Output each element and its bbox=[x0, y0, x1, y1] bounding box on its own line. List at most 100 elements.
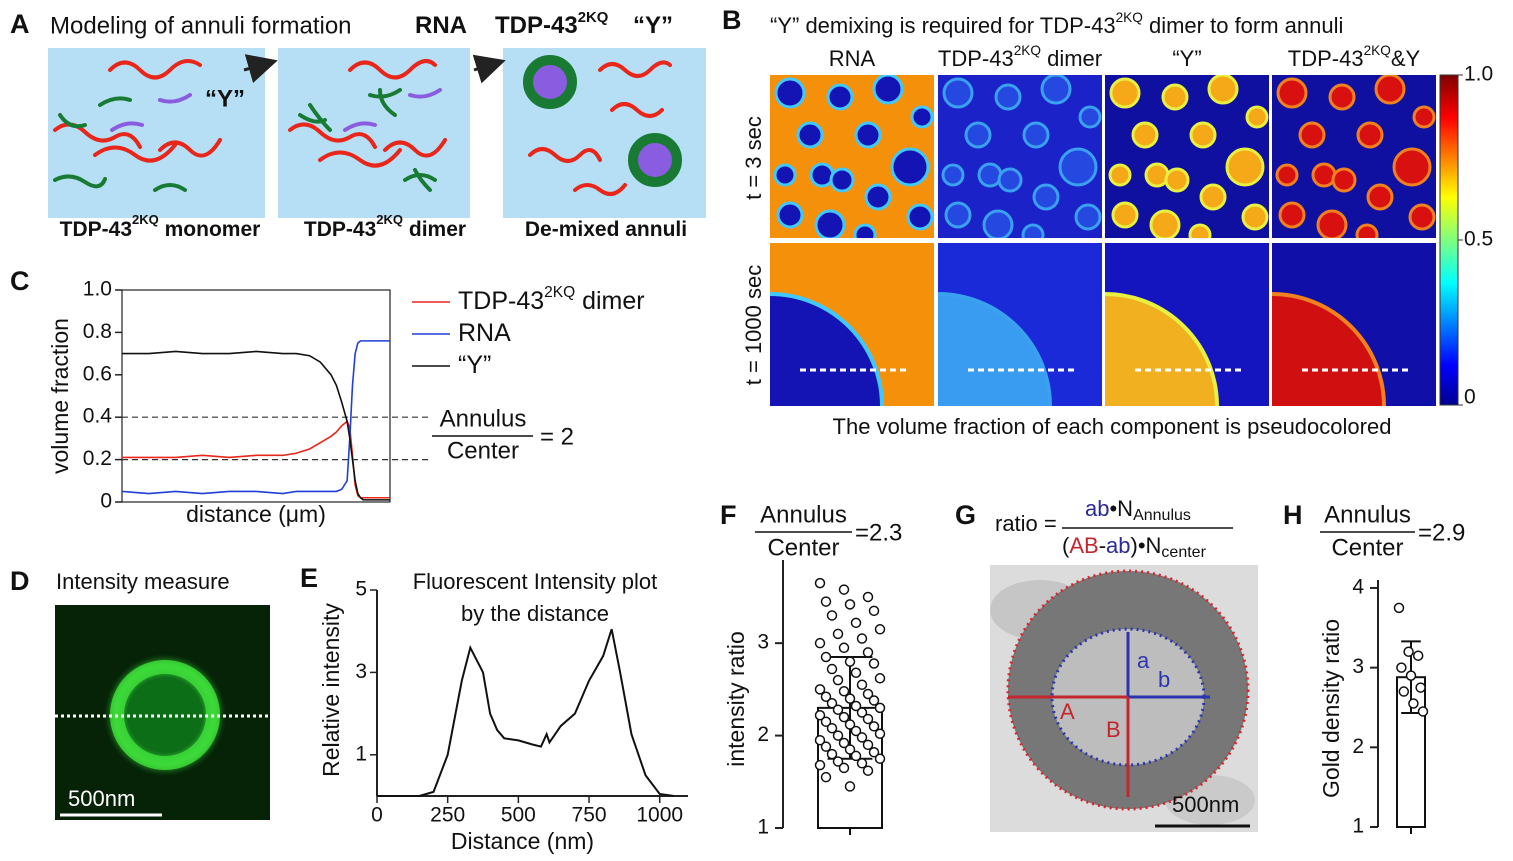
panel-letter: E bbox=[300, 563, 318, 593]
droplet bbox=[1272, 292, 1386, 406]
y-tick-label: 0 bbox=[100, 490, 112, 513]
text-part: dimer to form annuli bbox=[1143, 13, 1344, 38]
formula-part: •N bbox=[1109, 496, 1133, 521]
annotation-numerator: Annulus bbox=[760, 501, 847, 528]
data-point bbox=[820, 741, 832, 752]
text-part: TDP-43 bbox=[304, 218, 376, 241]
data-point bbox=[1396, 662, 1407, 673]
box bbox=[48, 48, 265, 218]
data-point bbox=[826, 663, 838, 675]
column-header: “Y” bbox=[1172, 46, 1201, 71]
y-tick-label: 3 bbox=[355, 660, 367, 683]
formula-part: AB bbox=[1069, 533, 1098, 558]
colorbar-label: 1.0 bbox=[1464, 63, 1493, 86]
colorbar-label: 0.5 bbox=[1464, 228, 1493, 251]
data-point bbox=[1405, 670, 1417, 681]
droplet bbox=[814, 209, 846, 238]
plot-frame bbox=[121, 289, 391, 503]
text-part: RNA bbox=[829, 46, 876, 71]
panel-letter: B bbox=[722, 5, 742, 35]
row-label: t = 3 sec bbox=[741, 116, 766, 200]
panel-letter: F bbox=[720, 500, 737, 530]
y-tick-label: 3 bbox=[757, 631, 769, 654]
y-tick-label: 4 bbox=[1352, 576, 1364, 599]
droplet bbox=[1366, 183, 1394, 211]
label-b: b bbox=[1158, 667, 1170, 692]
x-axis-label: Distance (nm) bbox=[451, 828, 594, 854]
y-axis-label: volume fraction bbox=[47, 318, 73, 474]
panel-letter: C bbox=[10, 266, 30, 296]
data-point bbox=[856, 732, 868, 743]
data-point bbox=[844, 599, 856, 610]
droplet bbox=[872, 75, 904, 105]
data-point bbox=[820, 596, 832, 607]
data-point bbox=[844, 744, 856, 755]
data-point bbox=[868, 746, 880, 758]
text-part: RNA bbox=[458, 319, 511, 347]
text-part: “Y” demixing is required for TDP-43 bbox=[770, 13, 1116, 38]
annotation-denominator: Center bbox=[1331, 534, 1403, 561]
data-point bbox=[820, 651, 832, 663]
data-point bbox=[874, 673, 886, 684]
droplet bbox=[1331, 167, 1357, 193]
colorbar bbox=[1439, 74, 1459, 406]
data-point bbox=[862, 591, 874, 603]
droplet bbox=[1144, 162, 1170, 188]
droplet bbox=[1298, 121, 1326, 149]
data-point bbox=[838, 737, 850, 749]
y-axis-label: Gold density ratio bbox=[1318, 619, 1344, 798]
data-point bbox=[850, 725, 862, 737]
text-part: dimer bbox=[1041, 46, 1102, 71]
data-point bbox=[874, 702, 886, 714]
stage-label: TDP-432KQ monomer bbox=[60, 212, 261, 240]
superscript: 2KQ bbox=[1014, 43, 1041, 58]
data-point bbox=[1408, 698, 1419, 709]
text-part: RNA bbox=[415, 12, 467, 39]
y-tick-label: 0.6 bbox=[83, 362, 112, 385]
droplet bbox=[1241, 203, 1269, 231]
data-point bbox=[832, 628, 844, 640]
droplet bbox=[910, 105, 934, 129]
text-part: TDP-43 bbox=[495, 12, 578, 39]
text-part: &Y bbox=[1391, 46, 1421, 71]
droplet bbox=[906, 203, 934, 231]
scale-label: 500nm bbox=[68, 786, 135, 811]
data-point bbox=[1415, 682, 1426, 693]
data-point bbox=[1417, 706, 1429, 717]
data-point bbox=[832, 756, 844, 767]
droplet bbox=[1131, 121, 1159, 149]
colorbar-label: 0 bbox=[1464, 386, 1476, 409]
formula-part: )•N bbox=[1131, 533, 1162, 558]
panel-title: Modeling of annuli formation bbox=[50, 12, 352, 39]
column-header: TDP-432KQ dimer bbox=[938, 43, 1102, 71]
data-point bbox=[838, 584, 850, 595]
sim-image bbox=[1105, 243, 1269, 406]
panel-letter: D bbox=[10, 566, 30, 596]
droplet bbox=[1374, 75, 1406, 105]
superscript: 2KQ bbox=[376, 212, 403, 227]
data-point bbox=[862, 647, 874, 658]
droplet bbox=[864, 183, 892, 211]
formula-part: - bbox=[1099, 533, 1106, 558]
droplet bbox=[1356, 121, 1384, 149]
data-line bbox=[122, 350, 390, 501]
data-point bbox=[832, 730, 844, 741]
annotation-result: = 2 bbox=[540, 423, 574, 450]
data-point bbox=[826, 722, 838, 734]
droplet bbox=[829, 167, 855, 193]
annulus bbox=[523, 55, 577, 109]
data-point bbox=[814, 710, 826, 721]
data-point bbox=[844, 719, 856, 730]
data-point bbox=[826, 610, 838, 621]
scale-label: 500nm bbox=[1172, 792, 1239, 817]
data-point bbox=[838, 685, 850, 697]
annulus bbox=[628, 133, 682, 187]
droplet bbox=[1311, 162, 1337, 188]
y-tick-label: 2 bbox=[757, 723, 769, 746]
formula-part: ab bbox=[1085, 496, 1109, 521]
x-tick-label: 0 bbox=[371, 804, 383, 827]
panel-letter: A bbox=[10, 9, 30, 39]
droplet bbox=[1164, 167, 1190, 193]
molecules bbox=[53, 59, 672, 196]
annotation-numerator: Annulus bbox=[1324, 501, 1411, 528]
